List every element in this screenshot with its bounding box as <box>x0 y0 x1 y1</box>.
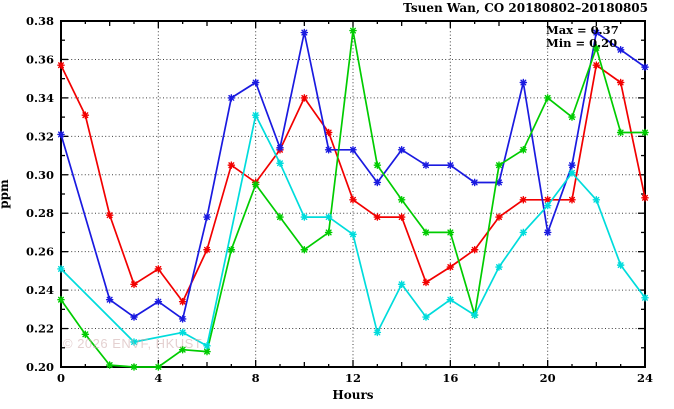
y-tick-label: 0.34 <box>26 91 54 105</box>
max-annotation: Max = 0.37 <box>546 23 619 37</box>
x-tick-label: 8 <box>252 371 260 385</box>
y-tick-label: 0.30 <box>26 168 54 182</box>
green-line-markers <box>57 26 649 371</box>
y-tick-label: 0.38 <box>26 14 54 28</box>
red-line-markers <box>57 61 649 306</box>
x-tick-label: 24 <box>637 371 653 385</box>
x-tick-label: 0 <box>57 371 65 385</box>
y-axis-label: ppm <box>0 179 11 209</box>
y-tick-label: 0.20 <box>26 360 54 374</box>
y-tick-label: 0.22 <box>26 322 54 336</box>
x-axis-label: Hours <box>332 388 374 402</box>
y-tick-label: 0.24 <box>26 283 54 297</box>
min-annotation: Min = 0.20 <box>546 36 618 50</box>
x-tick-label: 12 <box>345 371 361 385</box>
y-tick-label: 0.36 <box>26 52 54 66</box>
y-tick-label: 0.32 <box>26 129 54 143</box>
cyan-line-markers <box>57 111 649 350</box>
chart-title: Tsuen Wan, CO 20180802–20180805 <box>403 1 648 15</box>
watermark: © 2026 ENVF, HKUST <box>63 336 203 351</box>
minmax-annotation: Max = 0.37 Min = 0.20 <box>546 24 619 50</box>
y-tick-label: 0.26 <box>26 245 54 259</box>
x-tick-label: 4 <box>154 371 162 385</box>
blue-line-markers <box>57 28 649 323</box>
blue-line <box>60 31 646 320</box>
y-tick-label: 0.28 <box>26 206 54 220</box>
x-tick-label: 20 <box>540 371 556 385</box>
x-tick-label: 16 <box>442 371 458 385</box>
